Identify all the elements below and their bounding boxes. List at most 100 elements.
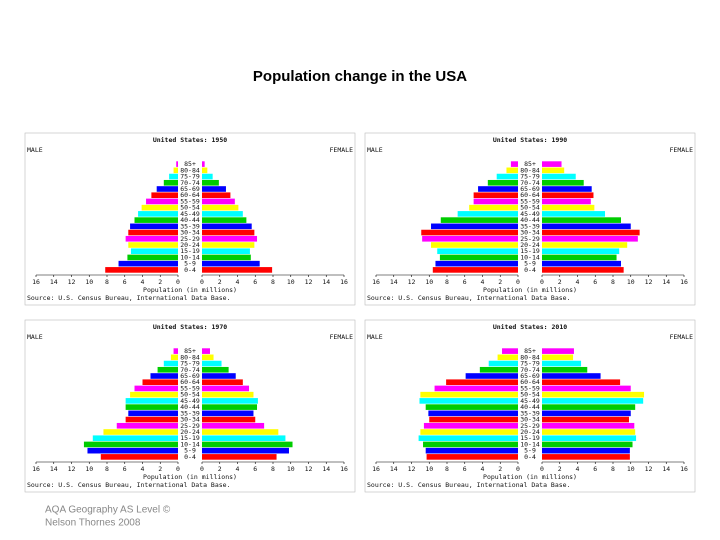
bar-male (473, 198, 518, 205)
x-tick-label: 2 (218, 278, 222, 286)
x-tick-label: 4 (576, 465, 580, 473)
age-label: 60-64 (180, 191, 200, 199)
bar-male (510, 161, 518, 167)
age-label: 10-14 (520, 253, 540, 261)
chart-frame (24, 132, 356, 306)
bar-male (496, 173, 518, 180)
bar-male (157, 366, 178, 373)
x-tick-label: 0 (516, 465, 520, 473)
bar-female (542, 235, 638, 242)
legend-right: FEMALE (330, 146, 354, 154)
bar-female (542, 354, 574, 361)
bar-female (202, 242, 255, 248)
age-label: 40-44 (520, 216, 540, 224)
bar-male (150, 373, 178, 379)
bar-male (146, 198, 178, 205)
bar-female (202, 348, 210, 354)
age-label: 5-9 (184, 260, 196, 268)
bar-female (542, 348, 574, 354)
x-tick-label: 14 (50, 278, 58, 286)
x-tick-label: 8 (611, 278, 615, 286)
bar-female (542, 366, 588, 373)
x-tick-label: 8 (105, 465, 109, 473)
bar-female (202, 435, 286, 442)
bar-male (134, 217, 178, 223)
bar-male (130, 248, 178, 255)
x-tick-label: 8 (105, 278, 109, 286)
age-label: 5-9 (524, 447, 536, 455)
chart-title: United States: 1950 (153, 136, 227, 144)
bar-male (440, 217, 518, 223)
x-tick-label: 14 (390, 465, 398, 473)
x-tick-label: 2 (158, 278, 162, 286)
age-label: 5-9 (184, 447, 196, 455)
x-tick-label: 12 (408, 278, 416, 286)
x-tick-label: 12 (68, 465, 76, 473)
legend-left: MALE (367, 146, 383, 154)
bar-female (202, 398, 258, 404)
x-tick-label: 8 (445, 465, 449, 473)
x-tick-label: 14 (390, 278, 398, 286)
bar-male (173, 167, 178, 174)
age-label: 75-79 (520, 360, 540, 368)
bar-female (202, 447, 289, 454)
bar-female (542, 454, 630, 460)
age-label: 75-79 (180, 360, 200, 368)
bar-male (465, 373, 518, 379)
bar-male (487, 179, 518, 186)
bar-male (428, 410, 518, 417)
x-tick-label: 0 (176, 278, 180, 286)
footer-line: Nelson Thornes 2008 (45, 518, 141, 529)
bar-female (202, 167, 208, 174)
x-tick-label: 10 (85, 465, 93, 473)
age-label: 0-4 (184, 453, 196, 461)
age-label: 60-64 (520, 378, 540, 386)
bar-female (202, 254, 251, 261)
footer-line: AQA Geography AS Level © (45, 505, 171, 516)
x-tick-label: 4 (236, 465, 240, 473)
x-tick-label: 2 (558, 278, 562, 286)
bar-female (542, 192, 594, 199)
x-tick-label: 2 (158, 465, 162, 473)
bar-female (542, 398, 644, 404)
source-note: Source: U.S. Census Bureau, Internationa… (27, 294, 231, 302)
age-label: 20-24 (520, 428, 540, 436)
age-label: 45-49 (520, 210, 540, 218)
age-label: 15-19 (180, 247, 200, 255)
age-label: 0-4 (524, 266, 536, 274)
bar-female (542, 385, 631, 392)
x-tick-label: 10 (425, 465, 433, 473)
bar-female (542, 229, 640, 236)
age-label: 30-34 (180, 416, 200, 424)
x-tick-label: 4 (141, 465, 145, 473)
x-tick-label: 0 (200, 465, 204, 473)
x-tick-label: 10 (287, 465, 295, 473)
age-label: 65-69 (520, 185, 540, 193)
x-tick-label: 10 (85, 278, 93, 286)
bar-male (125, 235, 178, 242)
x-tick-label: 4 (141, 278, 145, 286)
bar-male (426, 454, 518, 460)
bar-male (502, 348, 518, 354)
age-label: 15-19 (520, 247, 540, 255)
x-tick-label: 10 (425, 278, 433, 286)
bar-female (542, 447, 630, 454)
bar-male (87, 447, 178, 454)
bar-female (542, 204, 595, 211)
bar-male (469, 204, 518, 211)
age-label: 5-9 (524, 260, 536, 268)
bar-female (542, 248, 620, 255)
x-tick-label: 6 (463, 465, 467, 473)
bar-male (125, 398, 178, 404)
bar-male (116, 422, 178, 429)
chart: United States: 1990 MALE FEMALE 0 0 2 2 4 4 6 6 8 8 1… (364, 132, 696, 306)
bar-male (130, 391, 178, 398)
x-tick-label: 2 (498, 278, 502, 286)
x-axis-label: Population (in millions) (483, 286, 577, 294)
bar-male (128, 242, 178, 248)
age-label: 15-19 (520, 434, 540, 442)
source-note: Source: U.S. Census Bureau, Internationa… (27, 481, 231, 489)
age-label: 25-29 (180, 235, 200, 243)
bar-male (439, 254, 518, 261)
